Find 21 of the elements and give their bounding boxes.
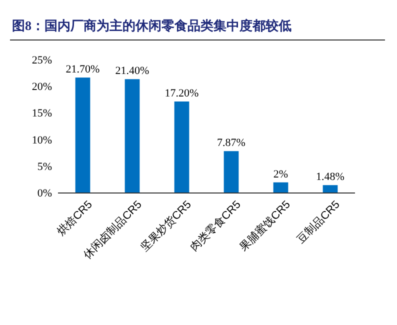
y-tick-label: 10%	[32, 134, 52, 146]
x-tick-label: 烘焙CR5	[54, 198, 95, 238]
bar	[174, 101, 190, 193]
x-tick-label: 豆制品CR5	[294, 198, 342, 246]
data-label: 2%	[273, 168, 288, 180]
bar	[224, 151, 239, 193]
bar	[75, 78, 90, 193]
y-tick-label: 5%	[37, 160, 52, 173]
y-tick-label: 20%	[32, 81, 52, 94]
bar	[124, 79, 140, 193]
y-tick-label: 0%	[37, 188, 52, 200]
y-tick-label: 15%	[32, 108, 52, 120]
data-label: 21.70%	[66, 64, 100, 76]
data-label: 1.48%	[316, 171, 344, 184]
y-tick-label: 25%	[32, 54, 52, 67]
data-label: 21.40%	[115, 65, 150, 78]
data-label: 17.20%	[164, 87, 199, 100]
data-label: 7.87%	[217, 137, 246, 150]
bar	[322, 185, 338, 193]
bar	[273, 182, 288, 193]
chart-title: 图8：国内厂商为主的休闲零食品类集中度都较低	[12, 18, 292, 33]
